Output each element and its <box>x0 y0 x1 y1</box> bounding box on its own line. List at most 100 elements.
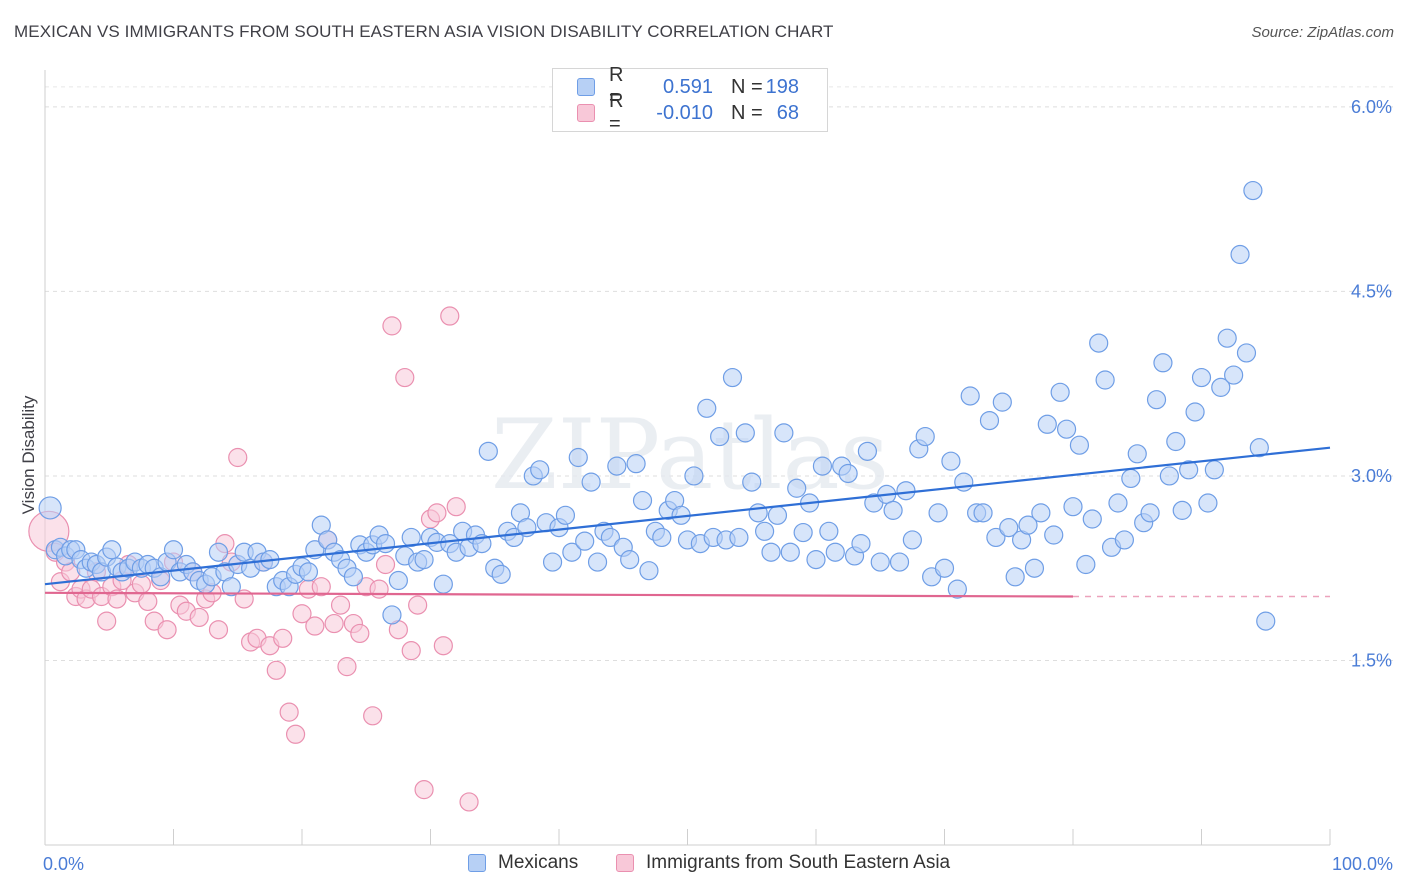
axes <box>44 70 1331 846</box>
trend-line-immigrants <box>44 591 1074 598</box>
data-point-mexicans <box>992 392 1012 412</box>
data-point-mexicans <box>568 447 588 468</box>
data-point-immigrants <box>382 316 402 336</box>
data-point-immigrants <box>285 724 306 744</box>
data-point-immigrants <box>279 702 299 722</box>
data-point-mexicans <box>1063 497 1083 517</box>
data-point-immigrants <box>446 497 466 517</box>
data-point-mexicans <box>626 454 646 474</box>
data-point-immigrants <box>324 613 344 634</box>
y-axis-label: Vision Disability <box>19 395 38 514</box>
data-point-mexicans <box>652 527 672 548</box>
data-point-mexicans <box>883 500 903 520</box>
data-point-mexicans <box>1031 503 1051 523</box>
data-point-mexicans <box>163 540 184 560</box>
data-point-mexicans <box>857 441 878 461</box>
series-mexicans <box>38 180 1276 631</box>
data-point-mexicans <box>934 558 955 578</box>
correlation-legend: R = 0.591 N = 198 R = -0.010 N = 68 <box>552 64 828 135</box>
data-point-mexicans <box>620 550 640 570</box>
data-point-mexicans <box>787 478 807 498</box>
data-point-mexicans <box>1108 493 1128 513</box>
data-point-mexicans <box>1044 525 1064 545</box>
data-point-mexicans <box>825 542 845 562</box>
data-point-mexicans <box>375 534 396 554</box>
data-point-mexicans <box>1024 558 1045 578</box>
data-point-mexicans <box>896 481 916 501</box>
n-label: N = <box>731 75 763 98</box>
data-point-mexicans <box>1121 468 1141 489</box>
data-point-mexicans <box>1217 328 1237 348</box>
data-point-immigrants <box>131 574 151 594</box>
data-point-mexicans <box>1050 382 1070 402</box>
data-point-mexicans <box>986 527 1006 548</box>
data-point-immigrants <box>228 447 248 468</box>
legend-row-mexicans: R = 0.591 N = 198 <box>577 64 799 109</box>
data-point-mexicans <box>1224 365 1244 385</box>
trend-line-mexicans <box>44 446 1331 586</box>
data-point-mexicans <box>973 503 993 523</box>
r-value: 0.591 <box>662 75 713 98</box>
data-point-mexicans <box>748 503 768 523</box>
chart-title: MEXICAN VS IMMIGRANTS FROM SOUTH EASTERN… <box>14 22 834 41</box>
y-tick-label: 1.5% <box>1351 650 1392 670</box>
data-point-mexicans <box>767 505 788 525</box>
data-point-mexicans <box>1146 390 1167 410</box>
data-point-mexicans <box>780 542 800 562</box>
legend-label-immigrants: Immigrants from South Eastern Asia <box>646 852 951 873</box>
data-point-mexicans <box>1211 377 1231 397</box>
data-point-mexicans <box>102 540 122 560</box>
data-point-immigrants <box>433 636 453 656</box>
y-tick-label: 3.0% <box>1351 466 1392 486</box>
data-point-immigrants <box>107 589 127 609</box>
data-point-mexicans <box>870 552 890 572</box>
data-point-mexicans <box>915 426 935 447</box>
data-point-mexicans <box>684 466 704 486</box>
data-point-mexicans <box>1204 460 1224 480</box>
data-point-immigrants <box>414 780 434 800</box>
data-point-mexicans <box>38 496 62 520</box>
data-point-mexicans <box>632 490 653 511</box>
data-point-mexicans <box>1089 333 1109 353</box>
data-point-immigrants <box>350 623 370 644</box>
data-point-mexicans <box>575 531 595 551</box>
data-point-mexicans <box>851 534 871 554</box>
data-point-mexicans <box>1191 367 1212 388</box>
data-point-immigrants <box>401 641 421 661</box>
data-point-mexicans <box>902 530 922 550</box>
series-legend: Mexicans Immigrants from South Eastern A… <box>0 852 1406 878</box>
data-point-mexicans <box>555 505 576 525</box>
data-point-mexicans <box>1018 515 1038 535</box>
data-point-mexicans <box>1076 554 1096 575</box>
data-point-mexicans <box>806 550 826 570</box>
data-point-immigrants <box>337 657 357 677</box>
trend-lines <box>44 446 1331 598</box>
data-point-mexicans <box>1056 419 1077 439</box>
data-point-immigrants <box>189 607 209 628</box>
data-point-mexicans <box>960 386 980 406</box>
data-point-mexicans <box>562 542 582 562</box>
legend-label-mexicans: Mexicans <box>498 852 579 873</box>
data-point-mexicans <box>343 567 363 587</box>
data-point-mexicans <box>1166 431 1186 452</box>
data-point-mexicans <box>607 456 627 476</box>
data-point-mexicans <box>889 552 910 572</box>
data-point-mexicans <box>600 527 621 548</box>
data-point-mexicans <box>742 472 762 492</box>
data-point-mexicans <box>1179 460 1199 480</box>
legend-swatch-pink <box>577 104 595 122</box>
data-point-mexicans <box>1005 567 1025 587</box>
data-point-mexicans <box>388 570 408 591</box>
legend-item-immigrants: Immigrants from South Eastern Asia <box>616 852 950 874</box>
data-point-immigrants <box>157 620 177 640</box>
data-point-mexicans <box>542 552 563 572</box>
data-point-mexicans <box>639 561 659 581</box>
tick-labels: 1.5% 3.0% 4.5% 6.0% 0.0% 100.0% <box>43 97 1393 874</box>
data-point-immigrants <box>208 620 229 640</box>
data-point-mexicans <box>710 426 730 447</box>
data-point-immigrants <box>459 792 479 812</box>
data-point-mexicans <box>954 472 974 492</box>
data-point-mexicans <box>1037 414 1057 434</box>
data-point-mexicans <box>1236 343 1257 363</box>
